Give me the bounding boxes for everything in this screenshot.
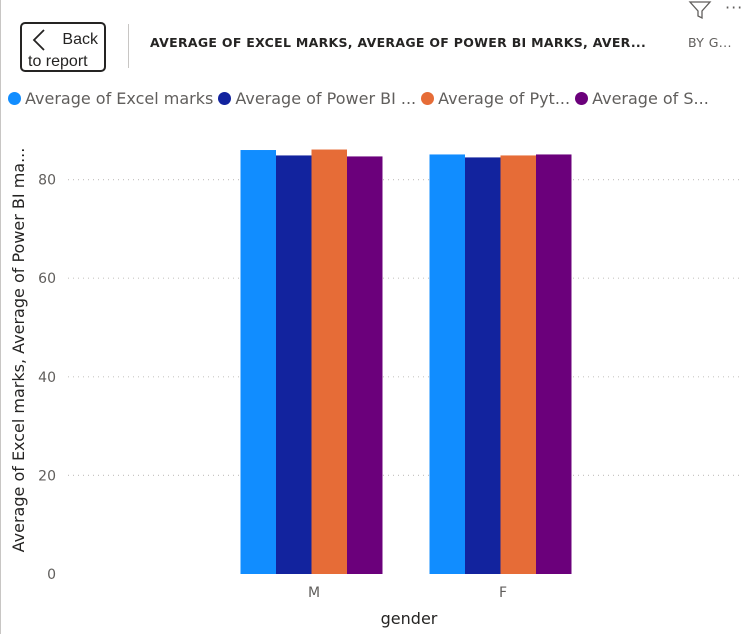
legend-item-power-bi[interactable]: Average of Power BI ...	[218, 89, 416, 108]
x-axis-title: gender	[381, 609, 438, 628]
back-button-label: Back	[62, 31, 98, 48]
legend-label: Average of S...	[592, 88, 709, 108]
chevron-left-icon	[32, 29, 45, 51]
y-axis-title: Average of Excel marks, Average of Power…	[9, 148, 28, 553]
bar	[240, 150, 276, 574]
bar	[500, 155, 536, 574]
chart-legend: Average of Excel marks Average of Power …	[8, 87, 714, 109]
x-tick-label: M	[308, 585, 320, 601]
more-options-icon[interactable]: ···	[725, 0, 744, 17]
filter-icon[interactable]	[688, 0, 712, 20]
back-to-report-button[interactable]: Back to report	[20, 22, 106, 72]
legend-dot	[575, 91, 589, 105]
legend-label: Average of Pyt...	[438, 88, 571, 108]
legend-item-s[interactable]: Average of S...	[575, 89, 709, 108]
visual-frame-border	[0, 0, 1, 634]
legend-dot	[8, 91, 21, 105]
y-tick-label: 40	[38, 370, 56, 386]
x-tick-label: F	[499, 585, 507, 601]
bar	[347, 156, 383, 574]
legend-label: Average of Power BI ...	[235, 88, 417, 108]
y-tick-label: 60	[38, 271, 56, 287]
legend-label: Average of Excel marks	[25, 88, 214, 108]
y-tick-label: 0	[47, 567, 56, 583]
legend-dot	[421, 91, 435, 105]
y-tick-label: 20	[38, 468, 56, 484]
bar	[429, 154, 465, 574]
bar	[311, 149, 347, 575]
bar	[536, 154, 572, 574]
bar	[276, 155, 312, 574]
visual-title-by: BY G...	[688, 35, 732, 50]
legend-dot	[218, 91, 232, 105]
y-tick-label: 80	[38, 173, 56, 189]
header-divider	[128, 24, 129, 68]
back-button-sublabel: to report	[28, 53, 88, 70]
bar	[465, 157, 501, 575]
legend-item-python[interactable]: Average of Pyt...	[421, 89, 570, 108]
legend-item-excel[interactable]: Average of Excel marks	[8, 89, 213, 108]
